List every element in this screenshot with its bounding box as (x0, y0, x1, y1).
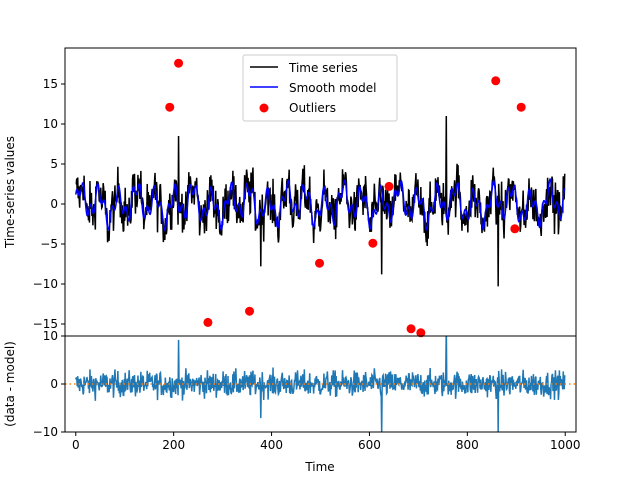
legend: Time series Smooth model Outliers (242, 54, 398, 122)
top-y-tick-label: 10 (43, 117, 58, 131)
series-line-time-series (75, 115, 566, 287)
outlier-point (315, 258, 325, 268)
legend-label-time-series: Time series (288, 61, 358, 75)
top-y-axis-label: Time-series values (3, 136, 17, 249)
series-line-smooth-model (75, 177, 566, 232)
top-y-tick-label: −5 (40, 237, 58, 251)
legend-label-outliers: Outliers (289, 101, 336, 115)
top-y-tick-label: −15 (33, 317, 58, 331)
outlier-point (165, 102, 175, 112)
top-plot-area (75, 115, 566, 287)
outlier-point (384, 181, 394, 191)
bottom-plot-area (65, 336, 576, 432)
legend-label-smooth-model: Smooth model (289, 81, 376, 95)
outlier-point (406, 324, 416, 334)
outlier-point (510, 224, 520, 234)
x-tick-label: 800 (456, 438, 479, 452)
top-y-tick-label: 0 (50, 197, 58, 211)
top-y-tick-label: 15 (43, 77, 58, 91)
legend-box (242, 54, 398, 122)
top-y-tick-label: −10 (33, 277, 58, 291)
x-tick-label: 1000 (550, 438, 581, 452)
outlier-point (245, 306, 255, 316)
top-y-tick-label: 5 (50, 157, 58, 171)
bottom-y-tick-label: 0 (50, 377, 58, 391)
outlier-point (203, 317, 213, 327)
outlier-point (491, 76, 501, 86)
outlier-point (174, 58, 184, 68)
series-line-residual (75, 336, 566, 432)
bottom-y-tick-label: 10 (43, 329, 58, 343)
outlier-point (416, 328, 426, 338)
bottom-y-axis-label: (data - model) (3, 341, 17, 427)
bottom-y-ticks: −10 0 10 (33, 329, 65, 439)
legend-marker-outliers (259, 103, 269, 113)
top-y-ticks: −15 −10 −5 0 5 10 15 (33, 77, 65, 331)
outlier-point (368, 238, 378, 248)
x-tick-label: 200 (162, 438, 185, 452)
bottom-y-tick-label: −10 (33, 425, 58, 439)
x-tick-label: 0 (72, 438, 80, 452)
x-axis-label: Time (304, 460, 334, 474)
x-ticks: 0 200 400 600 800 1000 (72, 432, 581, 452)
outlier-points (165, 58, 526, 338)
x-tick-label: 400 (260, 438, 283, 452)
x-tick-label: 600 (358, 438, 381, 452)
outlier-point (516, 102, 526, 112)
